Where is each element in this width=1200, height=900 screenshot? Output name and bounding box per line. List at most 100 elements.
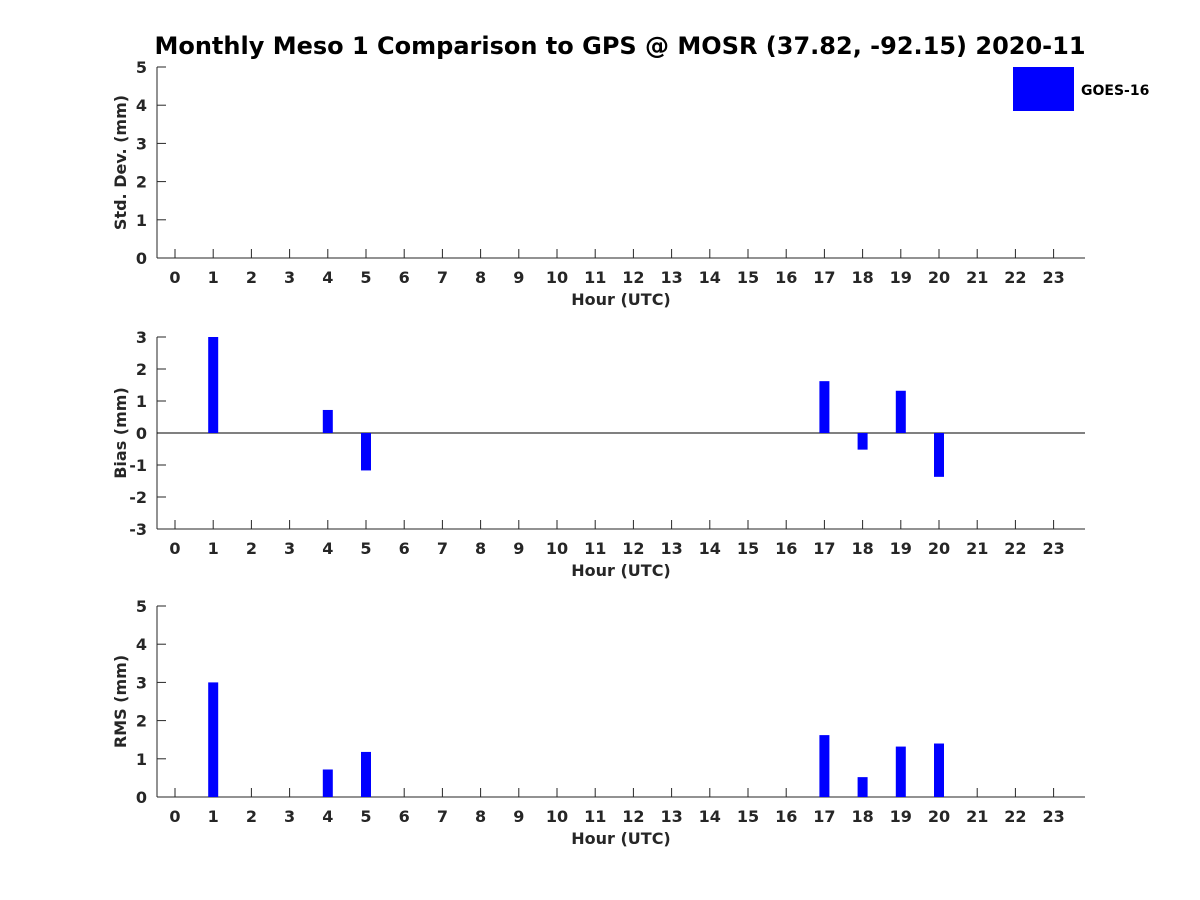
x-tick-label: 8 xyxy=(475,807,486,826)
x-tick-label: 15 xyxy=(737,539,759,558)
x-tick-label: 3 xyxy=(284,268,295,287)
x-tick-label: 12 xyxy=(622,539,644,558)
y-tick-label: 4 xyxy=(136,635,147,654)
legend: GOES-16 xyxy=(1013,67,1149,111)
x-tick-label: 0 xyxy=(169,268,180,287)
x-tick-label: 14 xyxy=(699,539,721,558)
x-tick-label: 0 xyxy=(169,539,180,558)
x-tick-label: 18 xyxy=(851,539,873,558)
bar-hour-20 xyxy=(934,743,944,797)
x-tick-label: 22 xyxy=(1004,539,1026,558)
x-axis-label: Hour (UTC) xyxy=(571,290,671,309)
x-tick-label: 0 xyxy=(169,807,180,826)
y-tick-label: -3 xyxy=(129,520,147,539)
y-tick-label: 3 xyxy=(136,134,147,153)
x-tick-label: 20 xyxy=(928,268,950,287)
x-tick-label: 19 xyxy=(890,268,912,287)
bar-hour-17 xyxy=(819,735,830,797)
x-tick-label: 10 xyxy=(546,268,568,287)
x-tick-label: 23 xyxy=(1042,539,1064,558)
y-tick-label: 2 xyxy=(136,360,147,379)
y-tick-label: 0 xyxy=(136,788,147,807)
x-tick-label: 15 xyxy=(737,268,759,287)
x-tick-label: 7 xyxy=(437,539,448,558)
y-tick-label: 3 xyxy=(136,328,147,347)
bar-hour-1 xyxy=(208,337,219,433)
x-tick-label: 21 xyxy=(966,268,988,287)
x-tick-label: 3 xyxy=(284,807,295,826)
bar-hour-5 xyxy=(361,433,371,471)
bar-hour-4 xyxy=(322,409,333,433)
x-tick-label: 13 xyxy=(660,268,682,287)
x-tick-label: 11 xyxy=(584,268,606,287)
y-axis-label: Bias (mm) xyxy=(111,387,130,479)
y-axis-label: Std. Dev. (mm) xyxy=(111,95,130,230)
x-tick-label: 22 xyxy=(1004,807,1026,826)
x-tick-label: 17 xyxy=(813,807,835,826)
x-tick-label: 4 xyxy=(322,268,333,287)
x-tick-label: 4 xyxy=(322,807,333,826)
legend-label-goes-16: GOES-16 xyxy=(1081,83,1149,99)
x-tick-label: 7 xyxy=(437,268,448,287)
y-tick-label: -1 xyxy=(129,456,147,475)
bar-hour-18 xyxy=(857,433,868,450)
x-tick-label: 18 xyxy=(851,807,873,826)
x-tick-label: 2 xyxy=(246,268,257,287)
bar-hour-17 xyxy=(819,381,830,433)
x-tick-label: 9 xyxy=(513,268,524,287)
y-tick-label: 5 xyxy=(136,597,147,616)
x-tick-label: 6 xyxy=(399,268,410,287)
x-tick-label: 1 xyxy=(208,539,219,558)
x-tick-label: 23 xyxy=(1042,268,1064,287)
x-tick-label: 16 xyxy=(775,539,797,558)
y-tick-label: 2 xyxy=(136,712,147,731)
y-tick-label: -2 xyxy=(129,488,147,507)
y-tick-label: 3 xyxy=(136,673,147,692)
x-tick-label: 2 xyxy=(246,539,257,558)
x-tick-label: 15 xyxy=(737,807,759,826)
x-tick-label: 8 xyxy=(475,539,486,558)
bar-hour-5 xyxy=(361,751,371,797)
x-tick-label: 13 xyxy=(660,807,682,826)
x-tick-label: 17 xyxy=(813,268,835,287)
x-tick-label: 17 xyxy=(813,539,835,558)
y-tick-label: 5 xyxy=(136,58,147,77)
y-tick-label: 2 xyxy=(136,173,147,192)
x-tick-label: 3 xyxy=(284,539,295,558)
y-tick-label: 0 xyxy=(136,249,147,268)
x-tick-label: 14 xyxy=(699,807,721,826)
chart-title: Monthly Meso 1 Comparison to GPS @ MOSR … xyxy=(154,32,1085,60)
x-tick-label: 20 xyxy=(928,807,950,826)
x-tick-label: 10 xyxy=(546,807,568,826)
x-tick-label: 18 xyxy=(851,268,873,287)
x-tick-label: 12 xyxy=(622,807,644,826)
x-tick-label: 10 xyxy=(546,539,568,558)
bar-hour-19 xyxy=(895,390,906,433)
x-tick-label: 5 xyxy=(360,268,371,287)
y-tick-label: 0 xyxy=(136,424,147,443)
x-tick-label: 1 xyxy=(208,807,219,826)
x-tick-label: 19 xyxy=(890,807,912,826)
bar-hour-19 xyxy=(895,746,906,797)
x-axis-label: Hour (UTC) xyxy=(571,561,671,580)
x-tick-label: 11 xyxy=(584,539,606,558)
y-axis-label: RMS (mm) xyxy=(111,655,130,748)
x-tick-label: 21 xyxy=(966,807,988,826)
x-axis-label: Hour (UTC) xyxy=(571,829,671,848)
bar-hour-1 xyxy=(208,682,219,797)
x-tick-label: 16 xyxy=(775,807,797,826)
y-tick-label: 4 xyxy=(136,96,147,115)
x-tick-label: 9 xyxy=(513,807,524,826)
x-tick-label: 22 xyxy=(1004,268,1026,287)
x-tick-label: 5 xyxy=(360,807,371,826)
x-tick-label: 5 xyxy=(360,539,371,558)
bar-hour-4 xyxy=(322,769,333,797)
x-tick-label: 13 xyxy=(660,539,682,558)
y-tick-label: 1 xyxy=(136,211,147,230)
y-tick-label: 1 xyxy=(136,392,147,411)
x-tick-label: 11 xyxy=(584,807,606,826)
